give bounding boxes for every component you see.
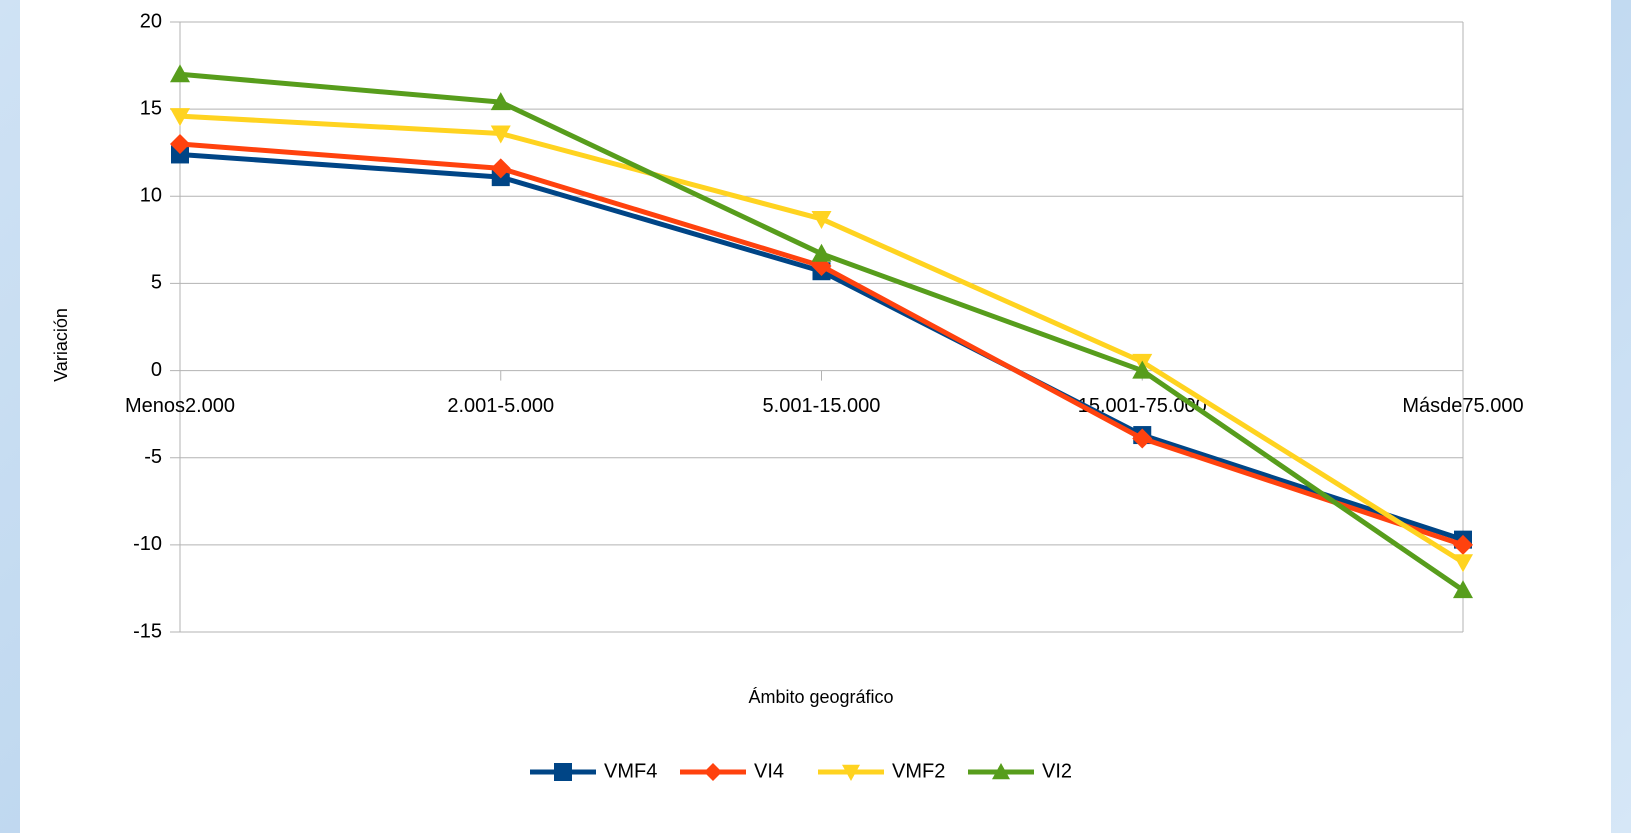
data-point — [1453, 554, 1473, 573]
x-tick-label: Menos2.000 — [125, 395, 235, 417]
y-tick-label: 20 — [140, 10, 162, 32]
data-point — [1132, 428, 1153, 449]
y-tick-label: 10 — [140, 185, 162, 207]
x-tick-label: 15.001-75.000 — [1078, 395, 1207, 417]
legend-marker — [704, 763, 722, 781]
y-tick-label: -10 — [133, 533, 162, 555]
data-point — [170, 64, 190, 83]
legend-marker — [992, 763, 1010, 780]
x-axis-label: Ámbito geográfico — [748, 687, 893, 707]
x-tick-label: 5.001-15.000 — [763, 395, 881, 417]
data-point — [811, 210, 832, 229]
y-tick-label: 0 — [151, 359, 162, 381]
legend-label: VI2 — [1042, 760, 1072, 782]
legend-label: VMF2 — [892, 760, 945, 782]
data-point — [170, 134, 190, 154]
y-tick-label: -15 — [133, 620, 162, 642]
data-point — [1132, 360, 1153, 379]
y-tick-label: -5 — [144, 446, 162, 468]
x-tick-label: 2.001-5.000 — [447, 395, 554, 417]
x-tick-label: Másde75.000 — [1402, 395, 1523, 417]
data-point — [1453, 534, 1473, 555]
data-point — [490, 92, 511, 111]
legend-label: VMF4 — [604, 760, 657, 782]
legend-marker — [842, 764, 860, 781]
y-axis-label: Variación — [51, 308, 71, 382]
chart-background — [20, 0, 1611, 833]
data-point — [490, 125, 511, 144]
y-tick-label: 5 — [151, 272, 162, 294]
data-point — [171, 145, 189, 164]
data-point — [170, 108, 190, 127]
legend-marker — [554, 763, 572, 781]
legend-label: VI4 — [754, 760, 784, 782]
data-point — [490, 158, 511, 179]
data-point — [1453, 580, 1473, 599]
y-tick-label: 15 — [140, 97, 162, 119]
data-point — [811, 243, 832, 262]
